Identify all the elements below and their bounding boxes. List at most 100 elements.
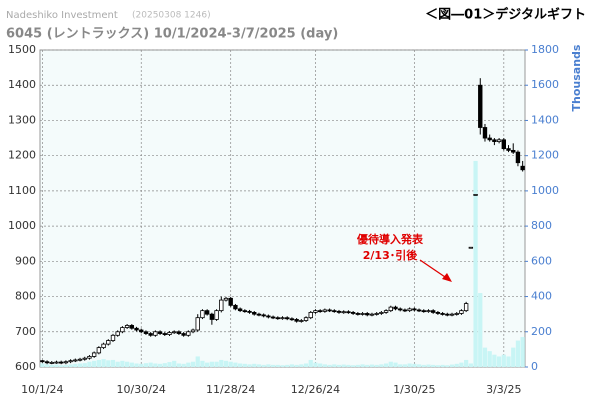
volume-bar (459, 362, 464, 367)
volume-bar (110, 359, 116, 367)
candle-body (59, 361, 64, 364)
candle-body (209, 313, 215, 320)
candle-body (496, 139, 502, 142)
candle-body (96, 347, 102, 354)
candle-body (355, 313, 361, 315)
candle-body (44, 361, 50, 364)
volume-bar (515, 340, 521, 367)
y2-tick-label: 200 (531, 325, 552, 338)
volume-bar (219, 359, 224, 367)
volume-bar (73, 363, 78, 367)
candle-body (129, 325, 135, 329)
annotation: 2/13･引後 (363, 248, 418, 262)
volume-bar (209, 361, 214, 367)
volume-bar (242, 363, 247, 367)
candle-body (285, 317, 290, 320)
candle-body (374, 313, 379, 315)
candle-body (120, 327, 125, 333)
candle-body (195, 317, 200, 331)
candle-body (115, 331, 120, 336)
candle-body (346, 311, 351, 314)
volume-bar (228, 361, 233, 367)
volume-bar (186, 362, 191, 367)
candle-body (511, 149, 516, 153)
x-tick-label: 10/30/24 (117, 383, 166, 396)
candle-body (449, 313, 455, 316)
volume-bar (435, 365, 441, 367)
candle-body (369, 313, 375, 316)
candle-body (233, 304, 238, 310)
annotation: 優待導入発表 (356, 232, 424, 246)
volume-bar (256, 364, 262, 367)
volume-bar (289, 364, 295, 367)
candle-body (68, 360, 73, 363)
volume-bar (266, 364, 271, 367)
volume-bar (313, 362, 318, 367)
volume-bar (421, 364, 426, 367)
y-tick-label: 700 (15, 325, 36, 338)
volume-bar (383, 363, 389, 367)
volume-bar (120, 360, 125, 367)
x-tick-label: 12/26/24 (291, 383, 340, 396)
chart-title: 6045 (レントラックス) 10/1/2024-3/7/2025 (day) (6, 27, 338, 42)
y2-tick-label: 1000 (531, 184, 559, 197)
volume-bar (322, 364, 327, 367)
candle-body (365, 313, 370, 316)
volume-bar (261, 364, 266, 367)
candle-body (237, 308, 243, 312)
candle-body (473, 194, 478, 196)
candle-body (317, 310, 323, 313)
plot: 600 700 800 900 1000 1100 1200 1300 1400 1500 0 200… (8, 43, 559, 396)
candle-body (106, 340, 111, 345)
volume-bar (143, 363, 149, 367)
candle-body (247, 310, 252, 313)
volume-bar (68, 364, 73, 367)
volume-bar (238, 363, 243, 367)
candle-body (219, 299, 224, 312)
candle-body (412, 308, 417, 311)
candle-body (77, 358, 83, 361)
y-tick-label: 600 (15, 360, 36, 373)
candle-body (341, 311, 346, 314)
candle-body (440, 313, 445, 315)
candle-body (501, 139, 507, 150)
y2-tick-label: 600 (531, 254, 552, 267)
volume-bar (167, 362, 172, 367)
candle-body (299, 320, 304, 322)
candle-body (327, 309, 332, 312)
candle-body (176, 331, 182, 334)
candle-body (49, 362, 54, 364)
volume-bar (44, 364, 50, 367)
y2-tick-label: 1800 (531, 43, 559, 56)
volume-bar (233, 362, 238, 367)
volume-bar (106, 360, 111, 367)
volume-bar (247, 364, 252, 367)
candle-body (200, 310, 205, 319)
volume-bar (388, 361, 393, 367)
candle-body (181, 333, 186, 336)
figure-label: ＜図―01＞デジタルギフト (425, 7, 586, 23)
candle-body (73, 359, 78, 362)
candle-body (148, 333, 153, 336)
y2-tick-label: 1600 (531, 78, 559, 91)
volume-bar (318, 363, 323, 367)
volume-bar (336, 364, 342, 367)
volume-bar (511, 347, 516, 367)
volume-bar (82, 363, 87, 367)
candle-body (82, 357, 87, 360)
candle-body (87, 356, 92, 359)
timestamp: (20250308 1246) (132, 11, 211, 21)
volume-bar (139, 363, 144, 367)
candle-body (520, 165, 525, 171)
volume-bar (77, 363, 83, 367)
y-tick-label: 1100 (8, 184, 36, 197)
candle-body (162, 333, 167, 335)
source-label: Nadeshiko Investment (6, 10, 118, 21)
candle-body (289, 318, 295, 321)
volume-bar (40, 363, 45, 367)
candle-body (492, 139, 497, 142)
volume-bar (54, 364, 59, 367)
candle-body (110, 334, 116, 341)
candle-body (468, 246, 474, 249)
volume-bar (157, 363, 163, 367)
